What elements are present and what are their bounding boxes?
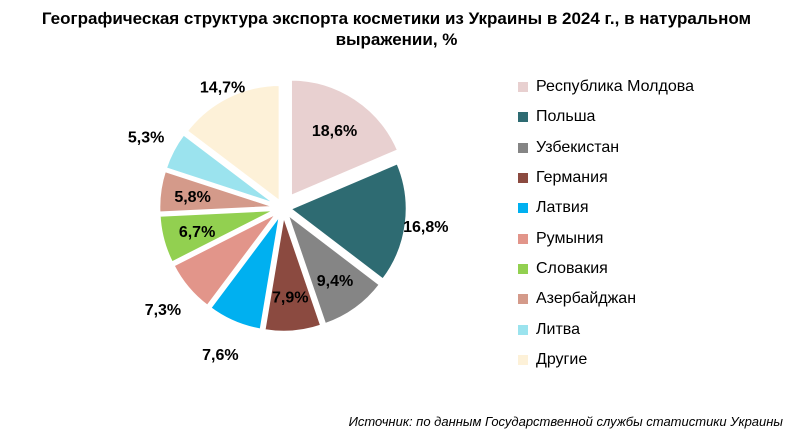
legend-label: Литва xyxy=(536,320,580,338)
pie-slice-1 xyxy=(289,78,400,199)
legend-swatch xyxy=(518,112,528,123)
legend-label: Узбекистан xyxy=(536,138,620,156)
data-label-8: 5,8% xyxy=(174,189,210,206)
legend-item-10: Другие xyxy=(518,345,694,375)
pie-slice-8 xyxy=(157,169,277,215)
legend-item-5: Латвия xyxy=(518,193,694,223)
pie-slice-4 xyxy=(262,214,324,334)
source-note: Источник: по данным Государственной служ… xyxy=(348,414,783,429)
pie-slice-3 xyxy=(284,210,382,326)
legend-label: Латвия xyxy=(536,199,589,217)
legend-item-8: Азербайджан xyxy=(518,284,694,314)
pie-slice-6 xyxy=(171,211,279,308)
legend-swatch xyxy=(518,82,528,93)
legend-item-4: Германия xyxy=(518,163,694,193)
legend-label: Другие xyxy=(536,350,588,368)
pie-slice-9 xyxy=(163,132,278,206)
legend-swatch xyxy=(518,203,528,214)
legend-label: Германия xyxy=(536,169,608,187)
data-label-5: 7,6% xyxy=(202,347,238,364)
data-label-2: 16,8% xyxy=(403,219,448,236)
legend-item-6: Румыния xyxy=(518,223,694,253)
legend-item-3: Узбекистан xyxy=(518,133,694,163)
legend-swatch xyxy=(518,263,528,274)
pie-slice-5 xyxy=(208,213,282,332)
legend-swatch xyxy=(518,354,528,365)
legend-label: Польша xyxy=(536,108,596,126)
pie-slice-2 xyxy=(287,161,409,282)
legend-swatch xyxy=(518,173,528,184)
chart-legend: Республика Молдова Польша Узбекистан Герман… xyxy=(518,72,694,375)
legend-label: Азербайджан xyxy=(536,290,637,308)
legend-label: Румыния xyxy=(536,229,604,247)
legend-swatch xyxy=(518,142,528,153)
pie-slice-7 xyxy=(158,208,277,265)
data-label-9: 5,3% xyxy=(128,129,164,146)
legend-swatch xyxy=(518,233,528,244)
legend-label: Словакия xyxy=(536,259,608,277)
legend-item-2: Польша xyxy=(518,102,694,132)
legend-item-7: Словакия xyxy=(518,254,694,284)
data-label-10: 14,7% xyxy=(200,79,245,96)
pie-slice-10 xyxy=(184,83,282,205)
legend-item-9: Литва xyxy=(518,314,694,344)
data-label-6: 7,3% xyxy=(145,302,181,319)
data-label-3: 9,4% xyxy=(317,273,353,290)
data-label-1: 18,6% xyxy=(312,123,357,140)
legend-item-1: Республика Молдова xyxy=(518,72,694,102)
chart-title-line-1: Географическая структура экспорта космет… xyxy=(41,9,752,28)
data-label-4: 7,9% xyxy=(272,290,308,307)
chart-title-line-2: выражении, % xyxy=(335,30,458,49)
legend-label: Республика Молдова xyxy=(536,78,694,96)
legend-swatch xyxy=(518,294,528,305)
data-label-7: 6,7% xyxy=(179,224,215,241)
legend-swatch xyxy=(518,324,528,335)
chart-title: Географическая структура экспорта космет… xyxy=(0,8,793,50)
